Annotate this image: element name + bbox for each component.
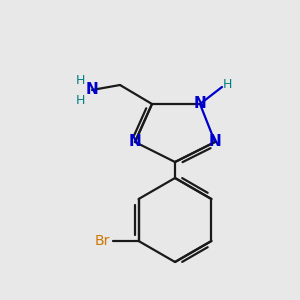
Text: N: N (85, 82, 98, 98)
Text: Br: Br (95, 234, 110, 248)
Text: N: N (129, 134, 141, 149)
Text: N: N (208, 134, 221, 149)
Text: N: N (194, 97, 206, 112)
Text: H: H (222, 77, 232, 91)
Text: H: H (75, 74, 85, 86)
Text: H: H (75, 94, 85, 106)
